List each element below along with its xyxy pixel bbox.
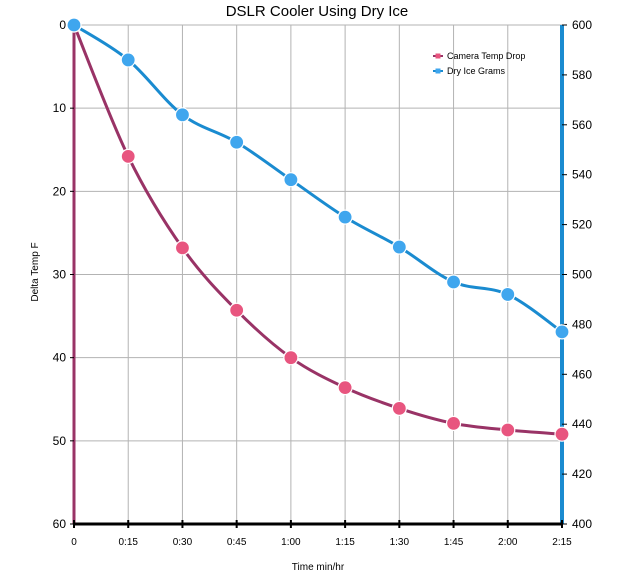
x-tick-label: 2:00	[498, 537, 518, 548]
legend-label: Dry Ice Grams	[447, 66, 506, 76]
dry-ice-grams-point	[445, 274, 462, 290]
x-tick-label: 2:15	[552, 537, 572, 548]
left-tick-label: 20	[53, 184, 67, 198]
left-tick-label: 30	[53, 268, 67, 282]
camera-temp-drop-point	[445, 415, 462, 431]
left-tick-label: 60	[53, 517, 67, 531]
camera-temp-drop-line	[72, 24, 563, 436]
right-tick-label: 540	[572, 168, 592, 182]
right-tick-label: 400	[572, 517, 592, 531]
series-layer	[66, 17, 570, 442]
dry-ice-grams-point	[500, 286, 516, 303]
right-y-axis: 400 420 440 460 480 500 520 540 560 580 600	[560, 18, 592, 531]
camera-temp-drop-point	[500, 422, 516, 438]
x-tick-label: 1:15	[335, 537, 355, 548]
camera-temp-drop-point	[554, 426, 570, 442]
right-tick-label: 480	[572, 317, 592, 331]
dry-ice-grams-point	[391, 239, 407, 255]
camera-temp-drop-point	[283, 350, 299, 366]
chart-title: DSLR Cooler Using Dry Ice	[226, 3, 409, 20]
camera-temp-drop-point	[391, 400, 407, 416]
x-axis-label: Time min/hr	[292, 562, 345, 573]
legend-label: Camera Temp Drop	[447, 51, 525, 61]
left-tick-label: 40	[53, 351, 67, 365]
dry-ice-grams-point	[120, 52, 136, 68]
right-tick-label: 460	[572, 367, 592, 381]
x-tick-label: 1:30	[390, 537, 410, 548]
right-tick-label: 580	[572, 68, 592, 82]
x-tick-label: 0:45	[227, 537, 247, 548]
left-tick-label: 50	[53, 434, 67, 448]
camera-temp-drop-point	[337, 380, 353, 396]
dry-ice-grams-point	[229, 134, 245, 150]
left-tick-label: 10	[53, 101, 67, 115]
left-tick-label: 0	[59, 18, 66, 32]
dry-ice-grams-point	[174, 107, 191, 123]
x-tick-label: 1:00	[281, 537, 301, 548]
camera-temp-drop-point	[174, 240, 191, 256]
dry-ice-grams-point	[66, 17, 82, 33]
camera-temp-drop-point	[120, 148, 136, 165]
dry-ice-grams-point	[554, 324, 570, 340]
legend-swatch-marker	[435, 68, 441, 74]
right-tick-label: 500	[572, 268, 592, 282]
legend-swatch-marker	[435, 53, 441, 59]
grid-lines	[74, 24, 563, 525]
camera-temp-drop-point	[229, 302, 245, 318]
dry-ice-grams-line	[73, 23, 563, 334]
x-tick-label: 1:45	[444, 537, 464, 548]
y-axis-label: Delta Temp F	[30, 242, 41, 301]
right-tick-label: 520	[572, 218, 592, 232]
right-tick-label: 600	[572, 18, 592, 32]
left-y-axis: 0 10 20 30 40 50 60	[53, 18, 76, 531]
right-tick-label: 420	[572, 467, 592, 481]
right-tick-label: 440	[572, 417, 592, 431]
right-tick-label: 560	[572, 118, 592, 132]
x-tick-label: 0:30	[173, 537, 193, 548]
legend: Camera Temp Drop Dry Ice Grams	[433, 51, 525, 76]
dry-ice-grams-point	[337, 209, 353, 225]
x-axis: 0 0:15 0:30 0:45 1:00 1:15 1:30 1:45 2:00 2:15	[71, 520, 572, 548]
x-tick-label: 0:15	[118, 537, 138, 548]
x-tick-label: 0	[71, 537, 77, 548]
dry-ice-grams-point	[283, 172, 299, 188]
